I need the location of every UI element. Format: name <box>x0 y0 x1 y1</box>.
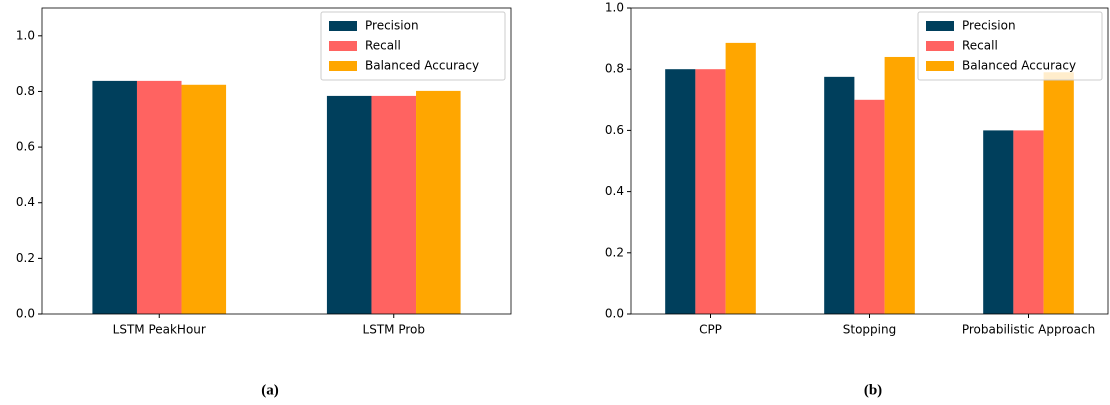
legend: Precision Recall Balanced Accuracy <box>320 11 506 81</box>
legend-swatch <box>329 21 357 31</box>
y-tick-label: 0.0 <box>16 307 35 321</box>
y-tick-label: 0.0 <box>605 307 624 321</box>
legend-label: Recall <box>962 39 998 53</box>
x-tick-label: CPP <box>699 323 722 337</box>
legend-label: Balanced Accuracy <box>365 59 479 73</box>
legend-swatch <box>329 41 357 51</box>
legend-label: Recall <box>365 39 401 53</box>
bar <box>695 69 726 314</box>
y-tick-label: 1.0 <box>16 28 35 42</box>
legend-label: Balanced Accuracy <box>962 59 1076 73</box>
chart: 0.0 0.2 0.4 0.6 0.8 1.0 LSTM PeakHour LSTM Prob… <box>16 7 512 398</box>
bar <box>181 84 227 314</box>
bar <box>854 99 885 314</box>
caption: (a) <box>261 382 279 398</box>
legend-swatch <box>926 41 954 51</box>
y-tick-label: 0.2 <box>16 251 35 265</box>
legend-box <box>320 11 506 81</box>
legend: Precision Recall Balanced Accuracy <box>917 11 1103 81</box>
bar <box>824 76 855 314</box>
legend-label: Precision <box>365 19 419 33</box>
y-tick-label: 0.6 <box>605 123 624 137</box>
y-tick-label: 0.4 <box>16 195 35 209</box>
bar <box>665 69 696 314</box>
chart: 0.0 0.2 0.4 0.6 0.8 1.0 CPP Stopping Probabilist… <box>605 1 1109 398</box>
y-tick-label: 0.8 <box>605 62 624 76</box>
plot-frame <box>630 7 1109 315</box>
y-tick-label: 1.0 <box>605 1 624 15</box>
y-tick-label: 0.8 <box>16 84 35 98</box>
y-tick-label: 0.4 <box>605 184 624 198</box>
x-tick-label: Probabilistic Approach <box>962 323 1095 337</box>
legend-swatch <box>926 61 954 71</box>
bar <box>1013 130 1044 314</box>
y-tick-label: 0.2 <box>605 245 624 259</box>
bar <box>1043 72 1074 314</box>
bar <box>136 80 182 314</box>
caption: (b) <box>864 382 882 398</box>
legend-label: Precision <box>962 19 1016 33</box>
legend-box <box>917 11 1103 81</box>
bar <box>371 95 417 314</box>
x-tick-label: LSTM Prob <box>363 323 425 337</box>
bar <box>725 42 756 314</box>
bar <box>416 90 461 314</box>
legend-swatch <box>926 21 954 31</box>
plot-frame <box>41 7 512 315</box>
x-tick-label: LSTM PeakHour <box>113 323 206 337</box>
bar <box>326 95 372 314</box>
x-tick-label: Stopping <box>843 323 896 337</box>
y-tick-label: 0.6 <box>16 140 35 154</box>
bar <box>92 80 137 314</box>
legend-swatch <box>329 61 357 71</box>
bar <box>983 130 1014 314</box>
bar <box>884 56 915 315</box>
